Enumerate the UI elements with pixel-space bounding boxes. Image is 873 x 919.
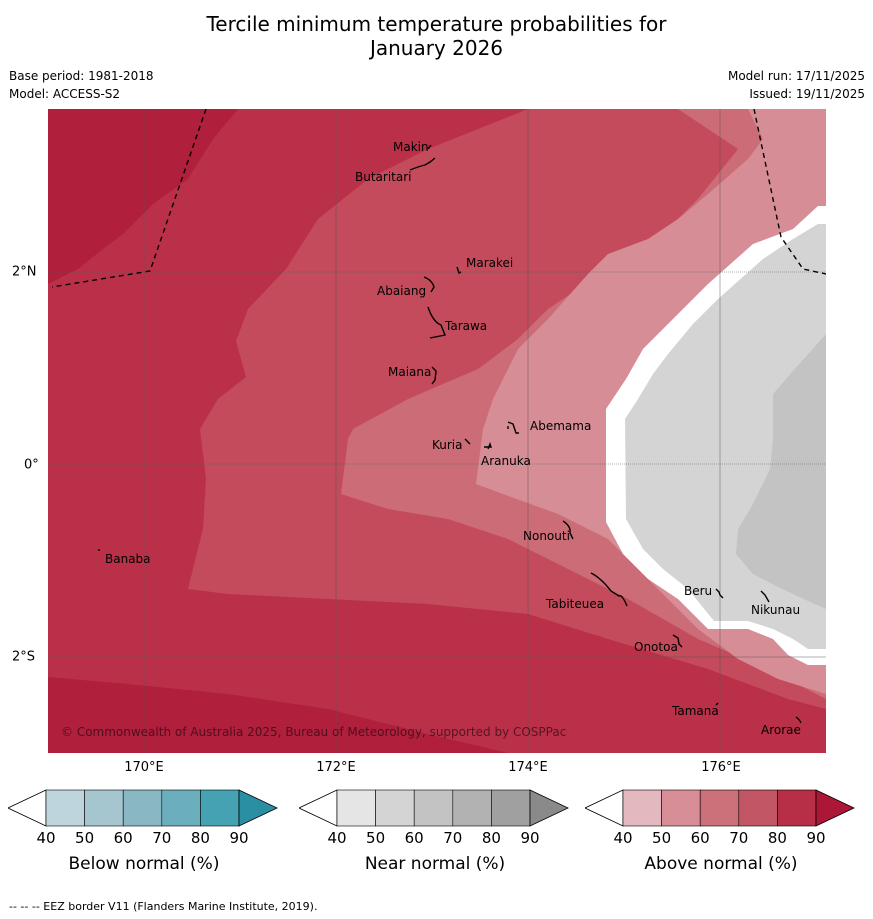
colorbar-high-extension — [815, 789, 855, 827]
colorbar-segment — [777, 789, 817, 827]
colorbar-tick-label: 70 — [729, 829, 749, 847]
label-tarawa: Tarawa — [444, 319, 487, 333]
label-arorae: Arorae — [761, 723, 801, 737]
gridlines — [48, 109, 826, 753]
zone-near-60 — [736, 334, 826, 609]
base-period: Base period: 1981-2018 — [9, 69, 154, 83]
label-banaba: Banaba — [105, 552, 151, 566]
colorbar-label-near: Near normal (%) — [364, 854, 506, 874]
footnote: -- -- -- EEZ border V11 (Flanders Marine… — [9, 900, 318, 913]
label-maiana: Maiana — [388, 365, 431, 379]
page-title: Tercile minimum temperature probabilitie… — [0, 12, 873, 60]
island-labels: Makin Butaritari Marakei Abaiang Tarawa … — [105, 140, 801, 737]
probability-map: Makin Butaritari Marakei Abaiang Tarawa … — [48, 109, 826, 753]
label-tamana: Tamana — [671, 704, 719, 718]
colorbar-segment — [622, 789, 662, 827]
eez-borders — [51, 109, 826, 288]
colorbar-segment — [699, 789, 740, 827]
colorbar-tick-label: 80 — [767, 829, 787, 847]
lat-label-0: 0° — [24, 457, 39, 473]
colorbar-tick-label: 80 — [481, 829, 501, 847]
colorbar-segment — [413, 789, 454, 827]
label-makin: Makin — [393, 140, 429, 154]
lon-label-176e: 176°E — [701, 760, 741, 775]
label-onotoa: Onotoa — [634, 640, 678, 654]
colorbar-tick-label: 40 — [36, 829, 56, 847]
meta-right: Model run: 17/11/2025 Issued: 19/11/2025 — [728, 67, 865, 103]
label-tabiteuea: Tabiteuea — [545, 597, 604, 611]
lon-label-174e: 174°E — [508, 760, 548, 775]
meta-left: Base period: 1981-2018 Model: ACCESS-S2 — [9, 67, 154, 103]
colorbar-tick-label: 90 — [520, 829, 540, 847]
colorbar-segment — [200, 789, 240, 827]
colorbar-tick-label: 40 — [327, 829, 347, 847]
issued-date: Issued: 19/11/2025 — [749, 87, 865, 101]
lat-label-2s: 2°S — [12, 649, 36, 665]
colorbar-segment — [452, 789, 492, 827]
label-nikunau: Nikunau — [751, 603, 800, 617]
colorbar-tick-label: 60 — [113, 829, 133, 847]
label-abaiang: Abaiang — [377, 284, 426, 298]
label-abemama: Abemama — [530, 419, 591, 433]
zone-above-90-south — [48, 677, 508, 753]
island-outlines — [98, 144, 802, 724]
label-aranuka: Aranuka — [481, 454, 531, 468]
colorbar-tick-label: 80 — [190, 829, 210, 847]
lat-label-2n: 2°N — [12, 264, 37, 280]
colorbar-segment — [122, 789, 163, 827]
label-kuria: Kuria — [432, 438, 463, 452]
colorbar-segment — [738, 789, 778, 827]
colorbar-tick-label: 90 — [229, 829, 249, 847]
colorbar-near-normal — [299, 789, 569, 827]
colorbar-low-extension — [585, 789, 624, 827]
label-nonouti: Nonouti — [523, 529, 570, 543]
colorbar-segment — [84, 789, 124, 827]
colorbar-label-below: Below normal (%) — [68, 854, 220, 874]
colorbar-tick-label: 70 — [152, 829, 172, 847]
copyright-text: © Commonwealth of Australia 2025, Bureau… — [61, 725, 566, 739]
colorbar-tick-label: 50 — [75, 829, 95, 847]
colorbar-below-normal — [8, 789, 278, 827]
model-name: Model: ACCESS-S2 — [9, 87, 121, 101]
label-butaritari: Butaritari — [355, 170, 412, 184]
model-run: Model run: 17/11/2025 — [727, 69, 865, 83]
label-marakei: Marakei — [466, 256, 513, 270]
colorbar-segment — [661, 789, 701, 827]
colorbar-tick-label: 60 — [404, 829, 424, 847]
colorbar-tick-label: 90 — [806, 829, 826, 847]
colorbar-low-extension — [299, 789, 338, 827]
label-beru: Beru — [684, 584, 712, 598]
colorbar-segment — [45, 789, 85, 827]
colorbar-tick-label: 70 — [443, 829, 463, 847]
colorbar-high-extension — [529, 789, 569, 827]
colorbar-segment — [161, 789, 201, 827]
lon-label-170e: 170°E — [124, 760, 164, 775]
colorbar-high-extension — [238, 789, 278, 827]
colorbar-label-above: Above normal (%) — [644, 854, 798, 874]
colorbar-low-extension — [8, 789, 47, 827]
colorbar-segment — [491, 789, 531, 827]
colorbar-segment — [375, 789, 415, 827]
title-line-1: Tercile minimum temperature probabilitie… — [206, 12, 667, 36]
colorbar-tick-label: 40 — [613, 829, 633, 847]
colorbar-above-normal — [585, 789, 855, 827]
colorbar-tick-label: 50 — [366, 829, 386, 847]
lon-label-172e: 172°E — [316, 760, 356, 775]
colorbar-segment — [336, 789, 376, 827]
title-line-2: January 2026 — [369, 36, 504, 60]
colorbar-tick-label: 50 — [652, 829, 672, 847]
colorbar-tick-label: 60 — [690, 829, 710, 847]
